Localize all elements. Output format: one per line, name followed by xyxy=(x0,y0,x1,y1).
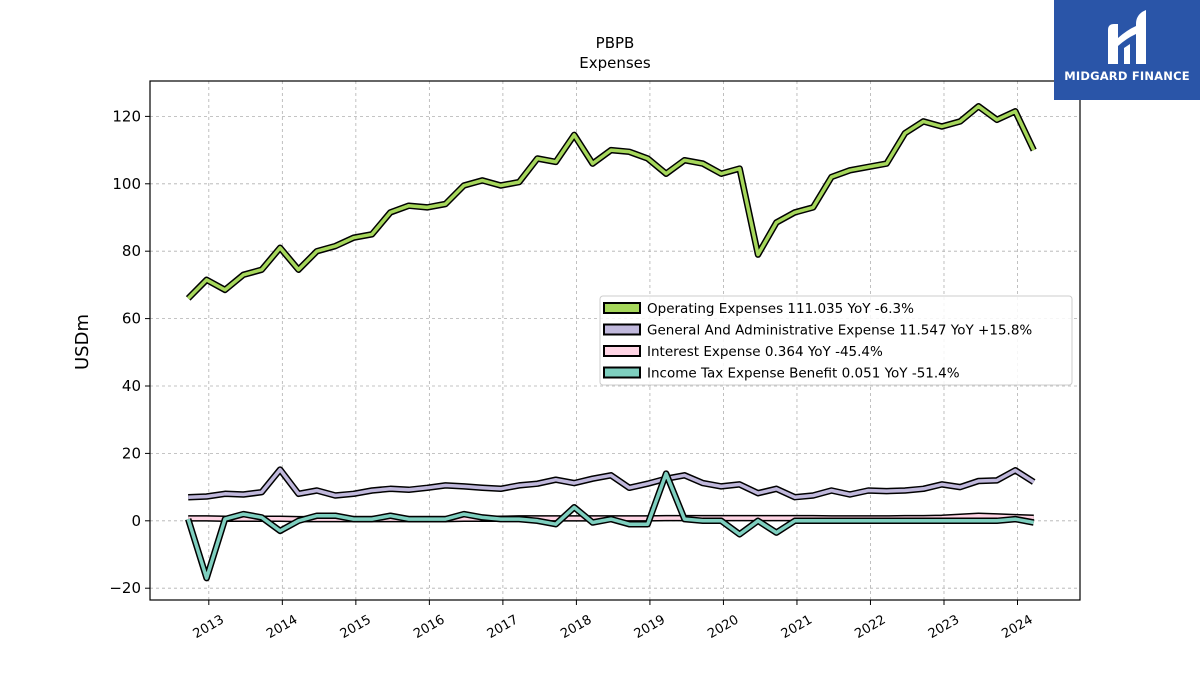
legend: Operating Expenses 111.035 YoY -6.3% Gene… xyxy=(599,295,1073,386)
series-outline xyxy=(185,103,1037,301)
x-tick-label: 2022 xyxy=(852,612,888,642)
x-tick-label: 2016 xyxy=(411,612,447,642)
plot-series xyxy=(185,103,1037,582)
series-line xyxy=(188,467,1035,499)
legend-swatch xyxy=(603,366,641,379)
plot-frame xyxy=(149,80,1081,601)
brand-logo: MIDGARD FINANCE xyxy=(1054,0,1200,100)
legend-label: Income Tax Expense Benefit 0.051 YoY -51… xyxy=(647,366,960,382)
y-tick-label: 60 xyxy=(122,310,141,328)
series-line xyxy=(186,104,1036,300)
midgard-logo-icon xyxy=(1108,10,1146,64)
series-operating-expenses xyxy=(185,103,1037,301)
brand-name: MIDGARD FINANCE xyxy=(1064,69,1190,83)
legend-swatch xyxy=(603,302,641,314)
x-tick-label: 2023 xyxy=(926,612,962,642)
x-tick-label: 2013 xyxy=(191,612,227,642)
x-tick-label: 2015 xyxy=(338,612,374,642)
legend-swatch xyxy=(603,345,641,357)
x-tick-label: 2021 xyxy=(779,612,815,642)
legend-frame xyxy=(599,295,1073,386)
x-tick-label: 2019 xyxy=(632,612,668,642)
y-axis-label: USDm xyxy=(72,314,93,370)
chart-title: PBPB xyxy=(596,34,635,52)
y-tick-label: 120 xyxy=(112,107,141,125)
chart-subtitle: Expenses xyxy=(579,54,651,72)
legend-label: Interest Expense 0.364 YoY -45.4% xyxy=(647,344,883,360)
y-tick-label: 0 xyxy=(131,512,141,530)
x-tick-label: 2017 xyxy=(485,612,521,642)
x-tick-label: 2014 xyxy=(264,612,300,642)
legend-label: General And Administrative Expense 11.54… xyxy=(647,323,1032,339)
legend-swatch xyxy=(603,323,641,336)
x-tick-label: 2024 xyxy=(999,612,1035,642)
legend-label: Operating Expenses 111.035 YoY -6.3% xyxy=(647,301,914,317)
y-tick-label: 40 xyxy=(122,377,141,395)
x-tick-label: 2018 xyxy=(558,612,594,642)
series-line xyxy=(186,471,1035,580)
y-tick-label: −20 xyxy=(109,579,141,597)
series-income-tax-expense-benefit xyxy=(185,470,1035,582)
y-tick-label: 100 xyxy=(112,175,141,193)
x-tick-label: 2020 xyxy=(705,612,741,642)
y-tick-label: 20 xyxy=(122,444,141,462)
series-general-and-administrative-expense xyxy=(188,466,1036,501)
y-tick-label: 80 xyxy=(122,242,141,260)
